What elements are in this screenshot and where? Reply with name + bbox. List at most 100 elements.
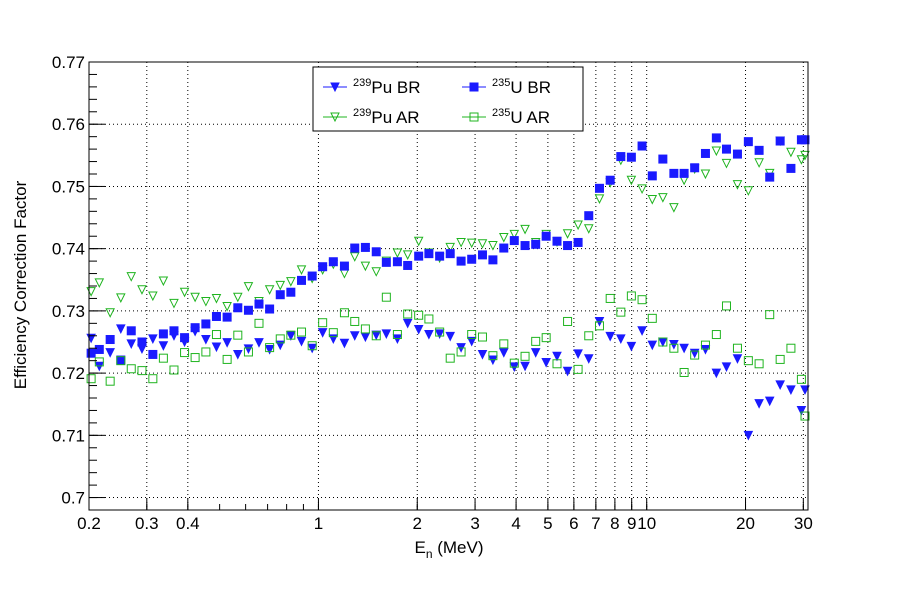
legend-entry: 239Pu AR — [323, 107, 420, 127]
data-point — [297, 275, 307, 285]
data-point — [169, 298, 179, 309]
x-tick-label: 0.4 — [176, 514, 200, 533]
data-point — [232, 292, 243, 303]
data-point — [679, 367, 689, 377]
y-tick-label: 0.73 — [52, 302, 85, 321]
data-point — [105, 376, 115, 386]
data-point — [116, 324, 126, 335]
data-point — [466, 336, 477, 347]
data-point — [605, 331, 615, 342]
data-point — [605, 293, 615, 303]
legend-label-superscript: 235 — [492, 77, 510, 89]
data-point — [222, 338, 232, 348]
data-point — [499, 339, 509, 349]
data-layer — [86, 133, 810, 441]
data-point — [488, 351, 498, 361]
legend-entry: 235U AR — [462, 107, 550, 127]
data-point — [435, 251, 445, 261]
data-point — [616, 307, 626, 317]
data-point — [414, 310, 424, 320]
data-point — [286, 331, 296, 341]
data-point — [743, 137, 753, 147]
legend-entry: 235U BR — [462, 77, 551, 97]
data-point — [531, 239, 541, 249]
data-point — [190, 353, 200, 363]
data-point — [381, 257, 391, 267]
data-point — [786, 343, 796, 353]
legend-marker — [330, 82, 340, 93]
y-tick-label: 0.77 — [52, 53, 85, 72]
legend-label-text: Pu BR — [371, 78, 420, 97]
data-point — [126, 339, 137, 349]
y-tick-label: 0.74 — [52, 240, 85, 259]
data-point — [105, 348, 115, 358]
data-point — [392, 257, 402, 267]
y-tick-label: 0.76 — [52, 115, 85, 134]
data-point — [349, 331, 360, 341]
data-point — [477, 332, 487, 342]
data-point — [424, 249, 434, 259]
data-point — [732, 180, 743, 190]
data-point — [328, 328, 338, 338]
data-point — [414, 251, 424, 261]
x-tick-label: 6 — [569, 514, 578, 533]
data-point — [169, 365, 179, 375]
data-point — [626, 175, 637, 186]
data-point — [563, 241, 573, 251]
data-point — [318, 318, 328, 328]
data-point — [541, 358, 551, 368]
data-point — [658, 193, 668, 203]
data-point — [286, 330, 296, 340]
data-point — [211, 293, 222, 304]
data-point — [243, 344, 254, 354]
data-point — [594, 194, 605, 205]
data-point — [297, 327, 307, 337]
data-point — [158, 341, 169, 351]
data-point — [360, 261, 371, 272]
data-point — [86, 374, 96, 384]
legend-label-superscript: 239 — [353, 107, 371, 119]
data-point — [169, 326, 179, 336]
legend-marker — [469, 112, 479, 122]
data-point — [647, 313, 657, 323]
x-tick-label: 5 — [543, 514, 552, 533]
data-point — [445, 242, 456, 253]
data-point — [700, 340, 710, 350]
data-point — [775, 380, 785, 391]
data-point — [211, 330, 221, 340]
data-point — [509, 229, 520, 240]
data-point — [201, 297, 211, 307]
data-point — [339, 308, 349, 318]
axis-ticks — [88, 61, 804, 511]
data-point — [626, 152, 636, 162]
data-point — [520, 241, 530, 251]
data-point — [775, 354, 785, 364]
data-point — [477, 250, 487, 260]
data-point — [530, 348, 541, 358]
data-point — [148, 349, 158, 359]
data-point — [594, 183, 604, 193]
data-point — [371, 330, 382, 341]
data-point — [583, 224, 594, 234]
data-point — [669, 203, 679, 213]
data-point — [445, 353, 455, 363]
data-point — [765, 172, 775, 182]
data-point — [800, 150, 810, 161]
data-point — [721, 362, 732, 373]
data-point — [647, 195, 658, 205]
data-point — [477, 349, 488, 360]
data-point — [435, 327, 445, 337]
data-point — [456, 347, 466, 357]
data-point — [520, 361, 530, 372]
data-point — [211, 342, 222, 353]
data-point — [711, 146, 722, 157]
data-point — [381, 329, 392, 340]
data-point — [679, 168, 689, 178]
data-point — [605, 175, 615, 185]
data-point — [637, 141, 647, 151]
data-point — [637, 295, 647, 305]
y-tick-label: 0.71 — [52, 426, 85, 445]
legend-label-superscript: 235 — [492, 107, 510, 119]
data-point — [786, 385, 796, 396]
